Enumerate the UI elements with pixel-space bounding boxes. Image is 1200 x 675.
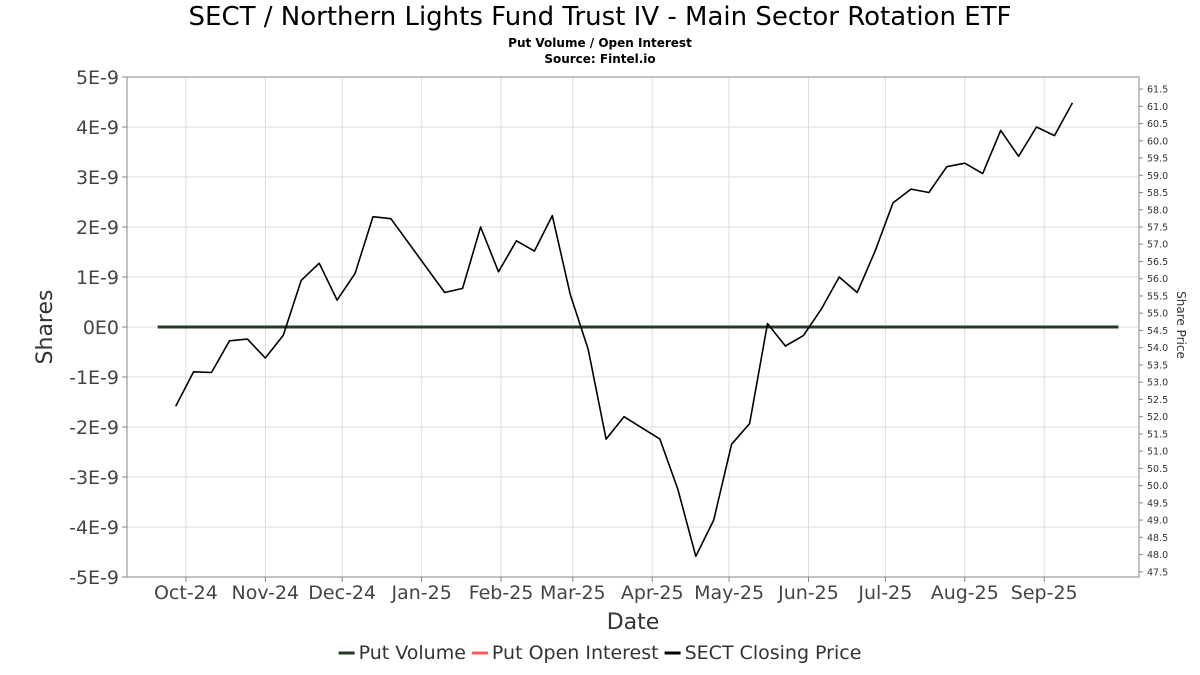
y2-tick-label: 55.0 <box>1147 309 1168 320</box>
y2-tick-label: 59.5 <box>1147 154 1168 165</box>
y2-tick-label: 58.5 <box>1147 188 1168 199</box>
y2-tick-label: 48.5 <box>1147 533 1168 544</box>
y-axis-title: Shares <box>33 290 58 365</box>
x-tick-label: Jan-25 <box>390 582 451 604</box>
x-tick-label: Mar-25 <box>540 582 606 604</box>
y2-tick-label: 55.5 <box>1147 291 1168 302</box>
y2-tick-label: 61.0 <box>1147 102 1168 113</box>
x-tick-label: Aug-25 <box>931 582 999 604</box>
y-tick-label: 5E-9 <box>76 67 119 89</box>
y2-tick-label: 52.0 <box>1147 412 1168 423</box>
x-axis-title: Date <box>607 610 660 635</box>
series-line-sect-closing-price <box>174 102 1074 558</box>
y-tick-label: -2E-9 <box>69 417 119 439</box>
x-tick-label: Nov-24 <box>232 582 300 604</box>
y2-tick-label: 50.5 <box>1147 464 1168 475</box>
x-axis: Oct-24 Nov-24 Dec-24 Jan-25 Feb-25 Mar-25 Apr-… <box>154 577 1078 604</box>
legend-label-put-volume: Put Volume <box>359 642 466 664</box>
y2-tick-label: 50.0 <box>1147 481 1168 492</box>
x-tick-label: Jul-25 <box>857 582 912 604</box>
y-tick-label: 2E-9 <box>76 217 119 239</box>
x-tick-label: May-25 <box>694 582 764 604</box>
y-tick-label: -3E-9 <box>69 467 119 489</box>
legend-label-sect-closing-price: SECT Closing Price <box>685 642 862 664</box>
x-tick-label: Dec-24 <box>308 582 376 604</box>
chart-source: Source: Fintel.io <box>544 52 656 66</box>
legend: Put Volume Put Open Interest SECT Closing … <box>338 642 862 664</box>
y2-tick-label: 54.0 <box>1147 343 1168 354</box>
y2-tick-label: 49.5 <box>1147 498 1168 509</box>
y2-tick-label: 48.0 <box>1147 550 1168 561</box>
x-tick-label: Apr-25 <box>621 582 684 604</box>
y-axis-right: 61.5 61.0 60.5 60.0 59.5 59.0 58.5 58.0 57.5 57.0… <box>1139 85 1168 578</box>
chart-subtitle: Put Volume / Open Interest <box>508 36 692 50</box>
y-axis-left: 5E-9 4E-9 3E-9 2E-9 1E-9 0E0 -1E-9 -2E-9 -3E-9 -4… <box>69 67 127 589</box>
y2-tick-label: 60.5 <box>1147 119 1168 130</box>
y2-tick-label: 56.0 <box>1147 274 1168 285</box>
y-tick-label: -4E-9 <box>69 517 119 539</box>
y2-axis-title: Share Price <box>1174 291 1188 359</box>
y-tick-label: 1E-9 <box>76 267 119 289</box>
y2-tick-label: 58.0 <box>1147 205 1168 216</box>
legend-label-put-open-interest: Put Open Interest <box>492 642 659 664</box>
y2-tick-label: 51.0 <box>1147 447 1168 458</box>
series-layer <box>157 102 1119 558</box>
y2-tick-label: 59.0 <box>1147 171 1168 182</box>
y2-tick-label: 54.5 <box>1147 326 1168 337</box>
y2-tick-label: 49.0 <box>1147 516 1168 527</box>
y2-tick-label: 47.5 <box>1147 567 1168 578</box>
y-tick-label: -5E-9 <box>69 567 119 589</box>
y2-tick-label: 53.0 <box>1147 378 1168 389</box>
x-tick-label: Feb-25 <box>469 582 534 604</box>
x-tick-label: Sep-25 <box>1011 582 1078 604</box>
x-tick-label: Jun-25 <box>777 582 839 604</box>
y-tick-label: -1E-9 <box>69 367 119 389</box>
y2-tick-label: 57.0 <box>1147 240 1168 251</box>
y2-tick-label: 60.0 <box>1147 136 1168 147</box>
y2-tick-label: 56.5 <box>1147 257 1168 268</box>
y2-tick-label: 52.5 <box>1147 395 1168 406</box>
chart-title: SECT / Northern Lights Fund Trust IV - M… <box>188 2 1012 32</box>
y2-tick-label: 57.5 <box>1147 223 1168 234</box>
y-tick-label: 0E0 <box>83 317 119 339</box>
y2-tick-label: 51.5 <box>1147 429 1168 440</box>
y-tick-label: 4E-9 <box>76 117 119 139</box>
y2-tick-label: 53.5 <box>1147 360 1168 371</box>
y2-tick-label: 61.5 <box>1147 85 1168 96</box>
y-tick-label: 3E-9 <box>76 167 119 189</box>
x-tick-label: Oct-24 <box>154 582 218 604</box>
